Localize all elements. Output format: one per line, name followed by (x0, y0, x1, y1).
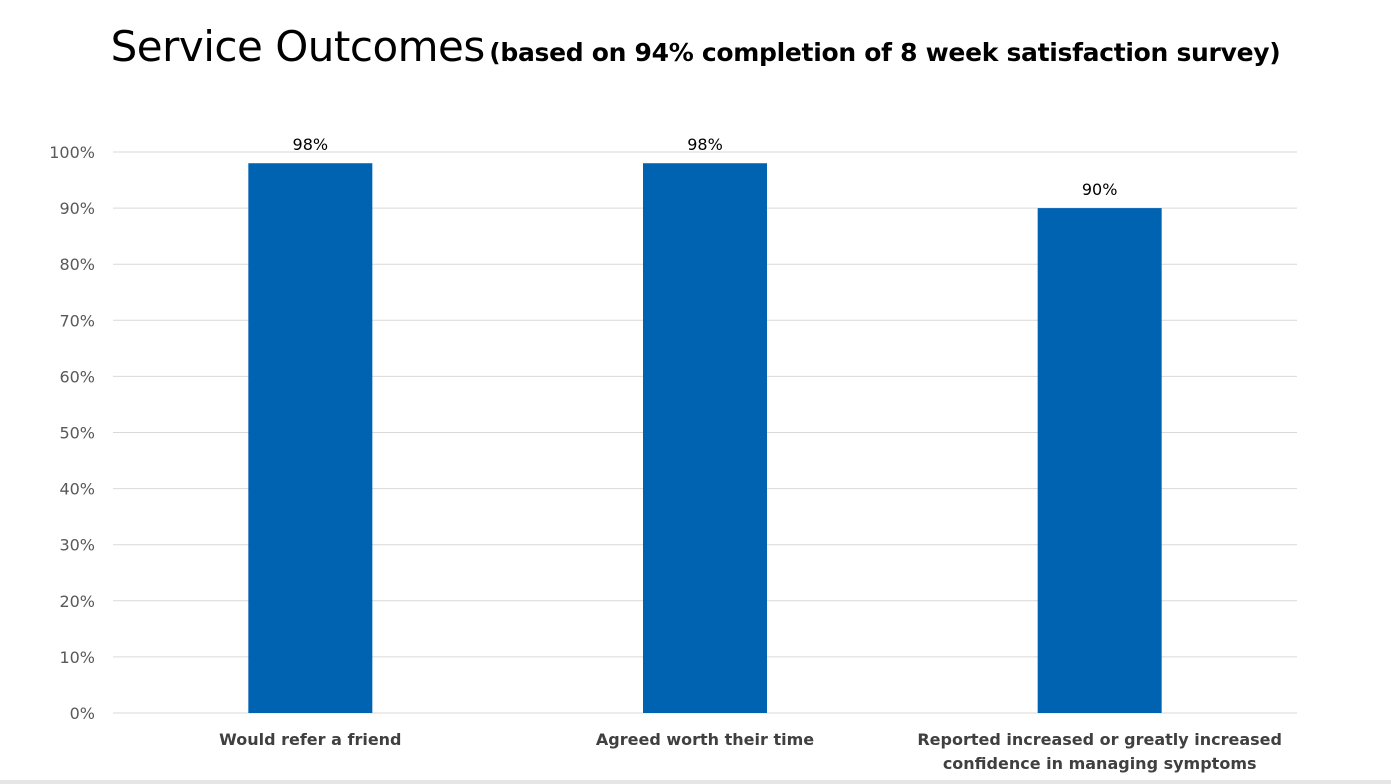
category-label: confidence in managing symptoms (943, 754, 1257, 773)
y-tick-label: 40% (59, 480, 95, 499)
bar (248, 163, 373, 714)
y-tick-label: 100% (49, 143, 95, 162)
y-tick-label: 50% (59, 424, 95, 443)
y-tick-label: 30% (59, 536, 95, 555)
data-label: 90% (1082, 180, 1118, 199)
y-tick-label: 70% (59, 311, 95, 330)
bar (1037, 208, 1162, 713)
category-label: Agreed worth their time (596, 730, 814, 749)
data-label: 98% (293, 135, 329, 154)
y-tick-label: 20% (59, 592, 95, 611)
y-tick-label: 90% (59, 199, 95, 218)
bottom-divider (0, 780, 1391, 784)
category-label: Would refer a friend (219, 730, 401, 749)
chart-title-main: Service Outcomes (110, 22, 486, 71)
category-label: Reported increased or greatly increased (917, 730, 1282, 749)
chart-title-subtitle: (based on 94% completion of 8 week satis… (489, 38, 1281, 67)
y-tick-label: 80% (59, 255, 95, 274)
y-tick-label: 60% (59, 367, 95, 386)
y-tick-label: 10% (59, 648, 95, 667)
bar (643, 163, 767, 714)
y-tick-label: 0% (70, 704, 95, 723)
chart-title: Service Outcomes (based on 94% completio… (0, 22, 1391, 71)
data-label: 98% (687, 135, 723, 154)
